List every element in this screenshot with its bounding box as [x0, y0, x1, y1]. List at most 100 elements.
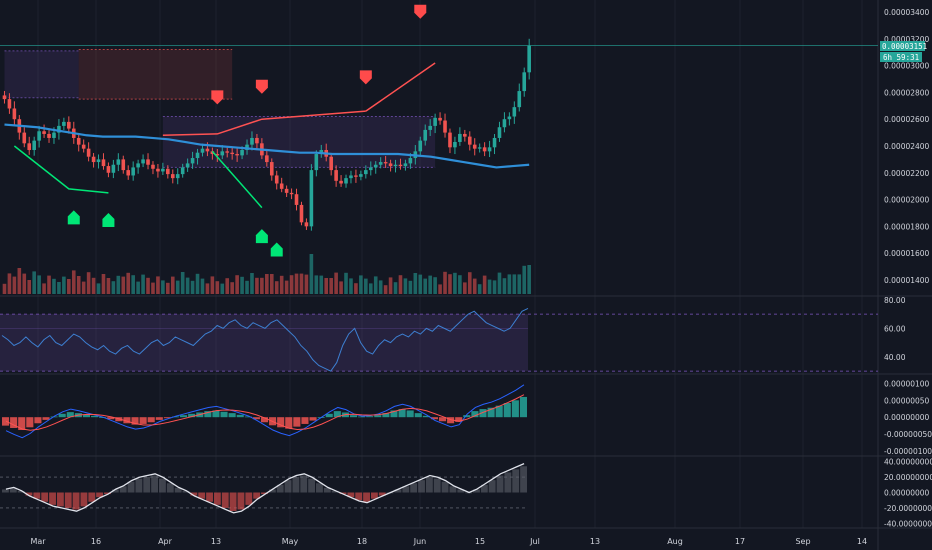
macd-histogram-bar [406, 410, 414, 418]
price-badges: 0.00003151 6h 59:31 [880, 41, 927, 62]
candle-body [22, 132, 27, 144]
volume-bar [398, 275, 403, 294]
x-tick-label: Apr [158, 537, 173, 546]
volume-bar [319, 275, 324, 294]
oscillator-bar [378, 492, 386, 496]
volume-bar [512, 274, 517, 294]
volume-bar [383, 285, 388, 294]
volume-bar [185, 277, 190, 294]
volume-bar [467, 272, 472, 294]
oscillator-bar [449, 486, 457, 493]
candle-body [517, 91, 522, 108]
oscillator-bar [17, 490, 25, 493]
candle-body [502, 119, 507, 128]
oscillator-bar [56, 492, 64, 507]
candle-body [12, 108, 17, 120]
volume-bar [354, 283, 358, 294]
x-tick-label: 13 [590, 537, 600, 546]
y-tick-label: 0.00000100 [884, 379, 930, 388]
candle-body [344, 178, 348, 184]
oscillator-bar [49, 492, 56, 505]
y-tick-label: 40.00000000 [884, 458, 932, 467]
candle-body [111, 164, 116, 173]
macd-histogram-bar [301, 417, 309, 424]
oscillator-bar [323, 487, 331, 493]
candle-body [388, 163, 393, 167]
macd-histogram-bar [212, 410, 220, 418]
x-tick-label: May [282, 537, 299, 546]
macd-histogram-bar [26, 417, 34, 428]
y-tick-label: 0.00001800 [884, 222, 930, 231]
macd-histogram-bar [139, 417, 147, 424]
macd-histogram-bar [66, 412, 74, 418]
candle-body [522, 72, 527, 92]
volume-bar [91, 277, 96, 294]
candle-body [175, 174, 180, 179]
countdown-badge-bg [880, 52, 922, 62]
macd-histogram-bar [2, 417, 10, 426]
oscillator-bar [9, 487, 17, 493]
candle-body [408, 158, 413, 164]
macd-histogram-bar [18, 417, 26, 431]
volume-bar [339, 281, 343, 294]
candle-body [42, 131, 46, 134]
oscillator-bar [520, 466, 527, 493]
volume-bar [418, 274, 423, 294]
volume-bar [448, 274, 452, 294]
macd-histogram-bar [382, 413, 390, 418]
macd-histogram-bar [414, 413, 422, 418]
zone-rectangle [162, 116, 436, 168]
rsi-panel[interactable] [0, 307, 878, 372]
volume-bar [230, 282, 234, 294]
candle-body [467, 136, 472, 145]
candle-body [91, 156, 96, 163]
candle-body [166, 168, 170, 175]
oscillator-bar [261, 492, 268, 495]
candle-body [423, 129, 428, 141]
candle-body [383, 162, 388, 164]
y-tick-label: 0.00001400 [884, 276, 930, 285]
candle-body [368, 167, 373, 171]
x-tick-label: 15 [475, 537, 485, 546]
oscillator-bar [418, 480, 425, 493]
oscillator-bar [104, 492, 111, 495]
volume-bar [62, 276, 66, 294]
volume-bar [57, 282, 61, 294]
oscillator-panel[interactable] [0, 463, 528, 514]
volume-bar [368, 283, 373, 294]
macd-panel[interactable] [2, 384, 527, 439]
macd-histogram-bar [155, 417, 163, 420]
candle-body [170, 174, 175, 179]
oscillator-bar [127, 481, 135, 493]
oscillator-bar [253, 492, 261, 499]
oscillator-bar [363, 492, 370, 502]
x-tick-label: 13 [211, 537, 221, 546]
candle-body [2, 95, 7, 100]
macd-histogram-bar [107, 417, 115, 420]
y-tick-label: -0.00000050 [884, 430, 932, 439]
candle-body [52, 132, 56, 138]
volume-bar [304, 274, 309, 294]
oscillator-bar [245, 492, 253, 505]
volume-bar [136, 281, 140, 294]
axes: 0.00003400 0.00003200 0.00003000 0.00002800… [30, 8, 932, 546]
volume-bar [166, 282, 170, 294]
volume-bar [126, 272, 131, 294]
volume-bar [180, 272, 185, 294]
macd-histogram-bar [34, 417, 42, 424]
volume-bar [502, 278, 507, 294]
volume-bar [265, 274, 269, 294]
oscillator-bar [433, 478, 441, 493]
volume-bar [27, 280, 32, 294]
sell-signal-marker [255, 79, 268, 94]
candle-body [403, 163, 408, 167]
candle-body [185, 163, 190, 168]
candle-body [482, 147, 487, 152]
x-tick-label: 16 [91, 537, 101, 546]
candle-body [448, 132, 452, 148]
buy-signal-marker [102, 212, 115, 227]
volume-bar [101, 274, 106, 294]
candle-body [210, 151, 215, 155]
oscillator-bar [480, 484, 488, 493]
